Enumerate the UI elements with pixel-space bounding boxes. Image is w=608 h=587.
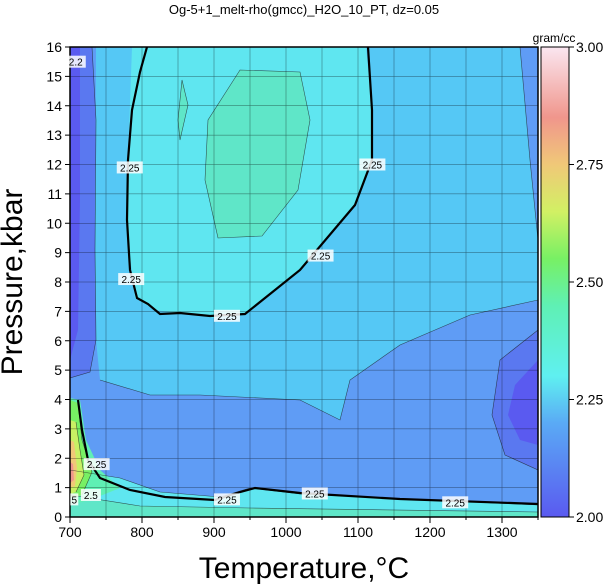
contour-label: 2.25 bbox=[305, 490, 325, 501]
x-axis-title: Temperature,°C bbox=[199, 552, 409, 585]
contour-label: 2.25 bbox=[217, 312, 237, 323]
contour-labels: 2.2 2.25 2.25 2.25 2.25 2.25 2.25 2.5 5 2.25 2.25 2… bbox=[65, 55, 469, 509]
x-tick-label: 1000 bbox=[270, 524, 301, 540]
contour-label-bg bbox=[70, 493, 79, 506]
contour-2.25-upper bbox=[125, 47, 374, 318]
contour-label: 2.25 bbox=[217, 495, 237, 506]
x-ticks: 700 800 900 1000 1100 1200 1300 bbox=[58, 517, 539, 540]
colorbar-tick-label: 3.00 bbox=[576, 39, 603, 55]
contour-label: 2.25 bbox=[311, 252, 331, 263]
x-tick-label: 1100 bbox=[343, 524, 373, 540]
y-tick-label: 15 bbox=[46, 68, 62, 84]
y-tick-label: 6 bbox=[54, 333, 62, 349]
y-tick-label: 1 bbox=[54, 480, 62, 496]
y-tick-label: 2 bbox=[54, 450, 62, 466]
y-tick-label: 12 bbox=[46, 157, 62, 173]
contour-label-bg bbox=[442, 496, 469, 509]
contour-label-bg bbox=[83, 458, 110, 471]
y-tick-label: 7 bbox=[54, 303, 62, 319]
contour-label-bg bbox=[65, 55, 86, 68]
colorbar: gram/cc 2.00 2.25 2.50 2.75 3.00 bbox=[533, 31, 604, 525]
contour-label-bg bbox=[118, 273, 145, 286]
y-tick-label: 10 bbox=[46, 215, 62, 231]
y-axis-title: Pressure,kbar bbox=[0, 189, 29, 376]
contour-label: 2.2 bbox=[69, 58, 83, 69]
x-tick-label: 700 bbox=[58, 524, 82, 540]
x-tick-label: 900 bbox=[202, 524, 226, 540]
colorbar-tick-label: 2.25 bbox=[576, 392, 603, 408]
contour-label-bg bbox=[359, 158, 386, 171]
x-tick-label: 800 bbox=[130, 524, 154, 540]
region-2.30 bbox=[205, 70, 310, 238]
y-tick-label: 14 bbox=[46, 98, 62, 114]
contour-label: 2.25 bbox=[363, 161, 383, 172]
contour-label: 5 bbox=[72, 495, 78, 506]
y-tick-label: 4 bbox=[54, 392, 62, 408]
contour-label-bg bbox=[213, 309, 240, 322]
grid-lines bbox=[70, 47, 538, 517]
region-steep-wedge-2.80 bbox=[70, 462, 74, 483]
y-tick-label: 13 bbox=[46, 127, 62, 143]
region-lower-density-right bbox=[508, 360, 538, 445]
y-tick-label: 11 bbox=[47, 186, 62, 202]
y-tick-label: 9 bbox=[54, 245, 62, 261]
colorbar-gradient bbox=[540, 46, 570, 518]
x-tick-label: 1200 bbox=[414, 524, 445, 540]
contour-label-bg bbox=[213, 493, 240, 506]
contour-label: 2.25 bbox=[445, 498, 465, 509]
contour-label-bg bbox=[301, 487, 328, 500]
y-tick-label: 5 bbox=[54, 362, 62, 378]
colorbar-tick-label: 2.00 bbox=[576, 509, 603, 525]
colorbar-ticks: 2.00 2.25 2.50 2.75 3.00 bbox=[569, 39, 603, 525]
contour-label: 2.25 bbox=[121, 275, 141, 286]
y-tick-label: 8 bbox=[54, 274, 62, 290]
y-tick-label: 3 bbox=[54, 421, 62, 437]
chart-title: Og-5+1_melt-rho(gmcc)_H2O_10_PT, dz=0.05 bbox=[169, 2, 439, 17]
colorbar-tick-label: 2.75 bbox=[576, 157, 603, 173]
contour-label-bg bbox=[307, 249, 334, 262]
contour-label-bg bbox=[116, 161, 143, 174]
y-tick-label: 0 bbox=[54, 509, 62, 525]
contour-label: 2.5 bbox=[84, 491, 98, 502]
region-low-pressure-band-2 bbox=[70, 495, 538, 517]
region-low-pressure-band bbox=[70, 470, 538, 517]
contour-label-bg bbox=[80, 488, 101, 501]
x-tick-label: 1300 bbox=[486, 524, 517, 540]
contour-label: 2.25 bbox=[120, 163, 140, 174]
y-tick-label: 16 bbox=[46, 39, 62, 55]
colorbar-label: gram/cc bbox=[533, 31, 576, 45]
colorbar-tick-label: 2.50 bbox=[576, 274, 603, 290]
contour-label: 2.25 bbox=[87, 460, 107, 471]
